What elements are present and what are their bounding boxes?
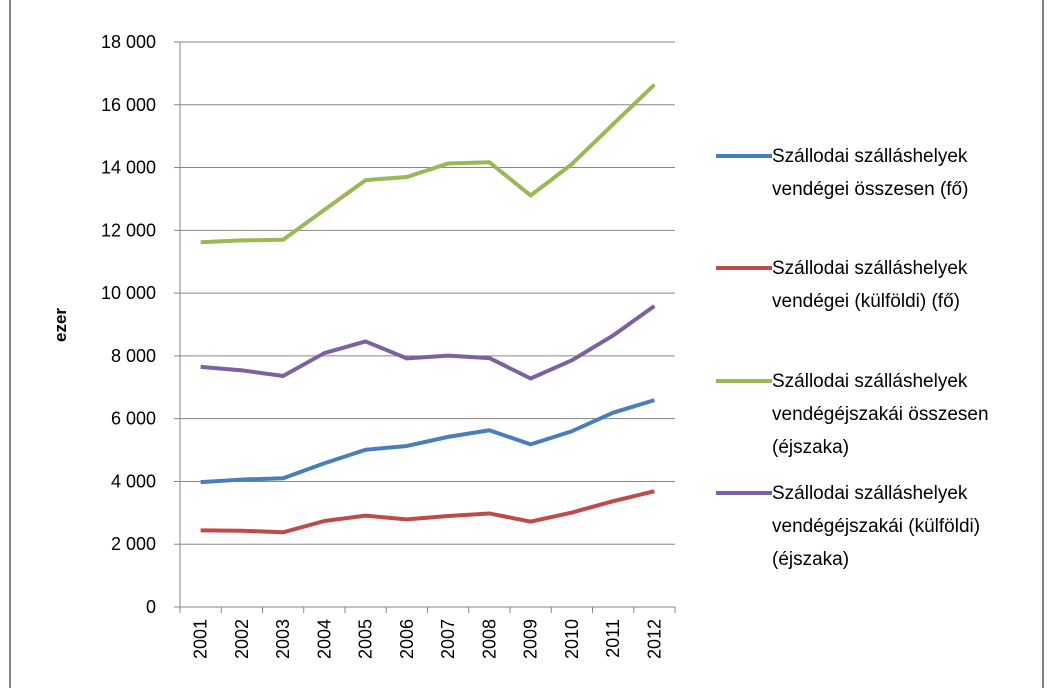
x-tick-label: 2006 xyxy=(397,619,417,659)
y-tick-label: 2 000 xyxy=(111,534,156,554)
series-line xyxy=(200,304,656,381)
y-tick-label: 16 000 xyxy=(101,95,156,115)
y-tick-label: 18 000 xyxy=(101,32,156,52)
y-tick-label: 14 000 xyxy=(101,158,156,178)
legend-label: Szállodai szálláshelyek vendégéjszakái ö… xyxy=(772,371,989,458)
x-tick-label: 2004 xyxy=(314,619,334,659)
y-tick-label: 0 xyxy=(146,597,156,617)
y-tick-label: 6 000 xyxy=(111,409,156,429)
x-tick-label: 2012 xyxy=(644,619,664,659)
x-tick-label: 2009 xyxy=(521,619,541,659)
frame xyxy=(9,0,1044,688)
x-tick-label: 2011 xyxy=(603,619,623,658)
series-line xyxy=(200,398,655,485)
x-tick-label: 2001 xyxy=(191,619,211,659)
x-tick-label: 2008 xyxy=(479,619,499,659)
legend-label: Szállodai szálláshelyek vendégei (külföl… xyxy=(772,258,968,312)
legend-label: Szállodai szálláshelyek vendégéjszakái (… xyxy=(772,483,981,570)
y-tick-label: 12 000 xyxy=(101,220,156,240)
y-tick-label: 4 000 xyxy=(111,471,156,491)
x-tick-label: 2010 xyxy=(562,619,582,659)
y-tick-label: 10 000 xyxy=(101,283,156,303)
y-axis-label: ezer xyxy=(51,308,70,342)
x-tick-label: 2005 xyxy=(356,619,376,659)
x-tick-label: 2007 xyxy=(438,619,458,659)
y-tick-label: 8 000 xyxy=(111,346,156,366)
series-line xyxy=(200,489,655,535)
legend-label: Szállodai szálláshelyek vendégei összese… xyxy=(772,146,969,200)
series-line xyxy=(200,83,656,245)
x-tick-label: 2003 xyxy=(273,619,293,659)
x-tick-label: 2002 xyxy=(232,619,252,659)
